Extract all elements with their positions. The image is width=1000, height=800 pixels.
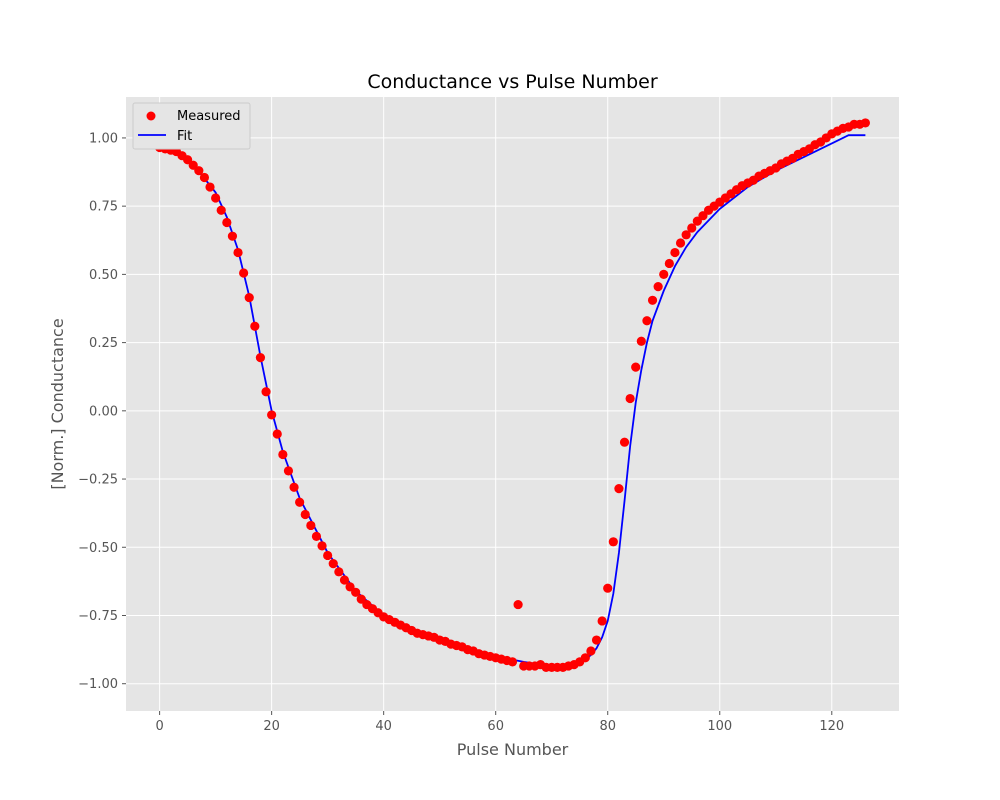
- measured-point: [261, 387, 271, 397]
- measured-point: [323, 550, 333, 561]
- measured-point: [306, 520, 316, 531]
- measured-point: [216, 205, 226, 215]
- measured-point: [687, 223, 697, 233]
- y-tick-label: −0.25: [78, 473, 118, 488]
- y-tick-label: −0.75: [78, 609, 118, 624]
- measured-point: [211, 193, 221, 203]
- measured-point: [636, 336, 646, 346]
- y-tick-label: 0.50: [89, 268, 118, 283]
- y-tick-label: 1.00: [89, 131, 118, 146]
- x-tick-label: 60: [487, 719, 504, 734]
- measured-point: [513, 599, 523, 610]
- measured-point: [311, 531, 322, 541]
- measured-point: [619, 437, 630, 447]
- x-tick-label: 20: [263, 719, 280, 734]
- x-tick-label: 40: [375, 719, 392, 734]
- x-tick-label: 80: [599, 719, 616, 734]
- measured-point: [317, 541, 327, 551]
- measured-point: [591, 635, 602, 645]
- measured-point: [664, 258, 674, 269]
- y-tick-label: 0.25: [89, 336, 118, 351]
- measured-point: [631, 362, 641, 372]
- legend-measured-label: Measured: [177, 109, 241, 124]
- measured-point: [675, 238, 686, 248]
- measured-point: [351, 587, 361, 597]
- measured-point: [233, 247, 243, 258]
- measured-points: [155, 118, 870, 672]
- measured-point: [670, 247, 680, 258]
- measured-point: [507, 657, 518, 667]
- grid: [126, 97, 899, 711]
- measured-point: [659, 269, 669, 279]
- measured-point: [642, 316, 652, 326]
- measured-point: [272, 429, 282, 439]
- measured-point: [625, 393, 635, 404]
- measured-point: [586, 646, 596, 656]
- legend-fit-label: Fit: [177, 129, 192, 144]
- measured-point: [267, 410, 277, 420]
- legend: Measured Fit: [132, 102, 251, 150]
- measured-point: [227, 231, 238, 241]
- y-tick-label: 0.75: [89, 200, 118, 215]
- x-axis-label: Pulse Number: [457, 740, 569, 759]
- measured-point: [580, 653, 590, 663]
- measured-point: [608, 537, 618, 547]
- measured-point: [194, 166, 204, 176]
- y-tick-label: −0.50: [78, 541, 118, 556]
- measured-point: [603, 583, 613, 593]
- measured-point: [647, 295, 658, 305]
- measured-point: [289, 482, 299, 492]
- measured-point: [614, 484, 624, 494]
- y-tick-label: 0.00: [89, 404, 118, 419]
- measured-point: [328, 559, 338, 569]
- measured-point: [681, 230, 691, 240]
- measured-point: [334, 567, 344, 577]
- measured-point: [222, 217, 232, 228]
- measured-point: [239, 268, 249, 278]
- measured-point: [205, 182, 215, 192]
- measured-point: [300, 509, 310, 520]
- measured-point: [295, 497, 305, 507]
- x-axis-ticks: 0 20 40 60 80 100 120: [155, 711, 844, 734]
- measured-point: [283, 466, 294, 476]
- chart-title: Conductance vs Pulse Number: [367, 71, 658, 93]
- measured-point: [255, 353, 266, 363]
- measured-point: [653, 282, 663, 292]
- legend-box: [132, 102, 251, 150]
- plot-area: [126, 97, 899, 711]
- measured-point: [199, 172, 210, 183]
- x-tick-label: 0: [155, 719, 163, 734]
- measured-point: [339, 575, 350, 585]
- y-tick-label: −1.00: [78, 677, 118, 692]
- measured-point: [278, 449, 288, 460]
- x-tick-label: 100: [707, 719, 732, 734]
- x-tick-label: 120: [819, 719, 844, 734]
- measured-point: [597, 616, 607, 626]
- y-axis-ticks: −1.00 −0.75 −0.50 −0.25 0.00 0.25 0.50 0.75 1.00: [78, 131, 126, 692]
- measured-point: [250, 321, 260, 331]
- y-axis-label: [Norm.] Conductance: [48, 318, 67, 489]
- measured-point: [244, 292, 254, 303]
- legend-measured-marker: [146, 111, 156, 121]
- measured-point: [860, 118, 870, 128]
